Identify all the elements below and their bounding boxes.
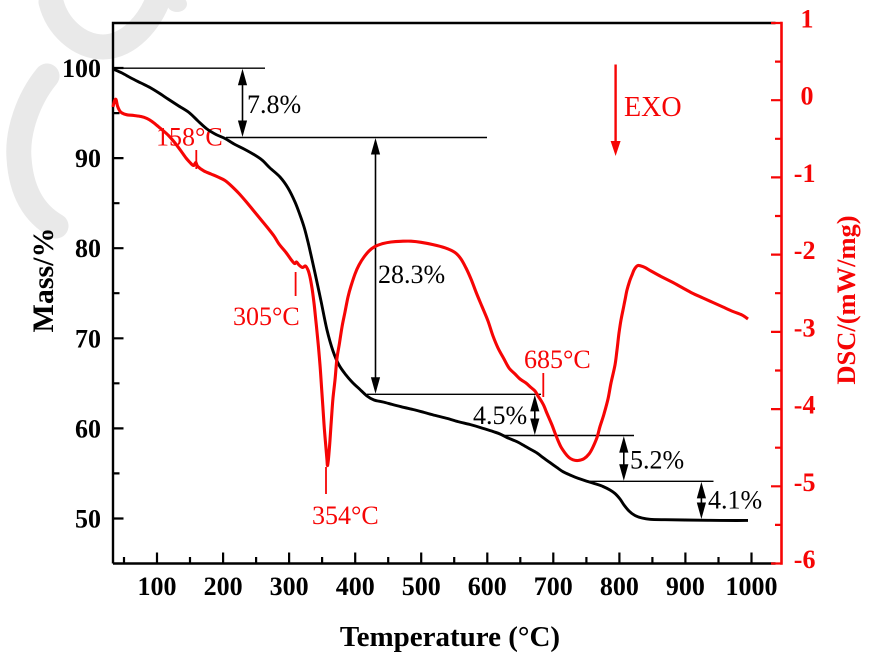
svg-text:4.1%: 4.1% [708,486,762,515]
svg-text:-2: -2 [794,236,816,265]
svg-text:EXO: EXO [624,92,682,123]
svg-text:200: 200 [204,572,243,601]
svg-text:-5: -5 [794,468,816,497]
svg-text:1000: 1000 [726,572,778,601]
svg-text:100: 100 [138,572,177,601]
svg-text:700: 700 [534,572,573,601]
svg-text:28.3%: 28.3% [378,260,445,289]
svg-text:4.5%: 4.5% [473,401,527,430]
svg-text:354°C: 354°C [312,501,379,530]
svg-text:900: 900 [666,572,705,601]
svg-text:600: 600 [468,572,507,601]
svg-text:-3: -3 [794,313,816,342]
svg-text:50: 50 [75,505,101,534]
svg-text:60: 60 [75,414,101,443]
svg-text:100: 100 [62,54,101,83]
svg-text:305°C: 305°C [233,302,300,331]
svg-text:7.8%: 7.8% [247,90,301,119]
svg-text:Temperature (°C): Temperature (°C) [340,621,560,653]
svg-text:90: 90 [75,144,101,173]
svg-text:-4: -4 [794,391,816,420]
svg-text:158°C: 158°C [156,123,223,152]
svg-text:685°C: 685°C [524,345,591,374]
svg-text:1: 1 [801,5,814,34]
svg-text:800: 800 [600,572,639,601]
svg-text:0: 0 [801,82,814,111]
svg-text:5.2%: 5.2% [630,446,684,475]
svg-text:-1: -1 [794,159,816,188]
svg-text:300: 300 [270,572,309,601]
svg-text:500: 500 [402,572,441,601]
svg-text:70: 70 [75,324,101,353]
svg-text:400: 400 [336,572,375,601]
svg-text:DSC/(mW/mg): DSC/(mW/mg) [831,215,861,384]
svg-text:-6: -6 [794,545,816,574]
svg-text:Mass/%: Mass/% [27,228,60,333]
svg-text:80: 80 [75,234,101,263]
